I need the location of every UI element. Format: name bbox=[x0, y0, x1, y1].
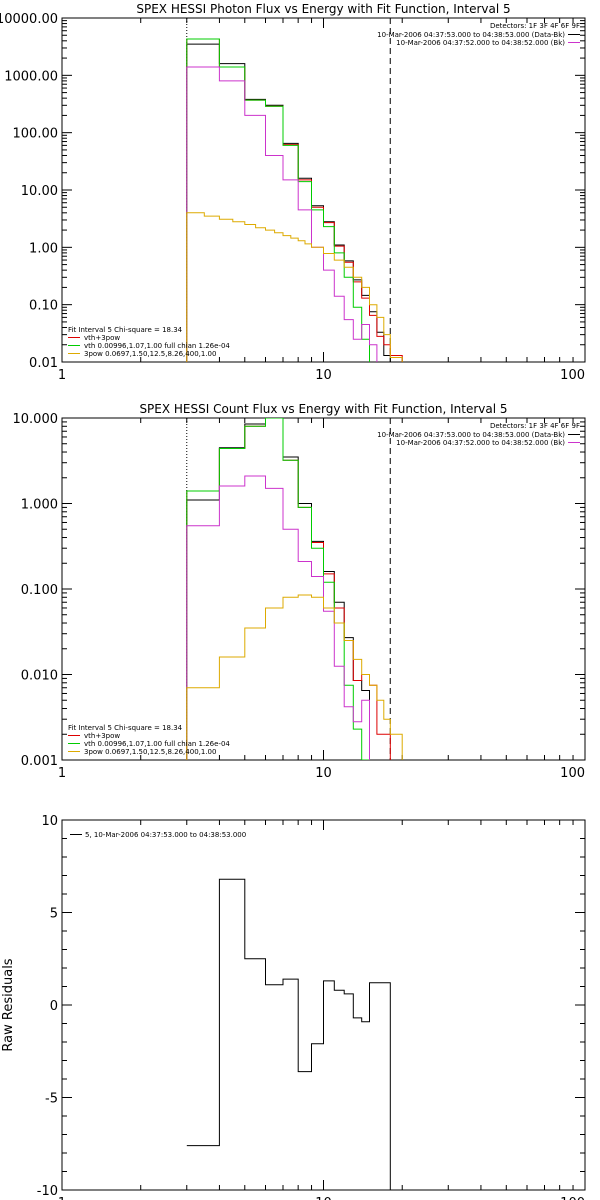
top-legend-entry: 10-Mar-2006 04:37:52.000 to 04:38:52.000… bbox=[396, 439, 565, 447]
y-tick-label: 10 bbox=[41, 814, 58, 829]
top-legend-entry: 10-Mar-2006 04:37:53.000 to 04:38:53.000… bbox=[377, 431, 565, 439]
y-tick-label: -10 bbox=[37, 1184, 58, 1199]
y-tick-label: 0.10 bbox=[29, 299, 58, 314]
series-1-histogram bbox=[186, 418, 391, 760]
y-tick-label: 10.000 bbox=[13, 412, 59, 427]
top-legend-entry: 10-Mar-2006 04:37:53.000 to 04:38:53.000… bbox=[377, 31, 565, 39]
series-0-histogram bbox=[186, 418, 370, 760]
fit-legend-entry: vth 0.00996,1.07,1.00 full chian 1.26e-0… bbox=[84, 342, 230, 350]
x-tick-label: 100 bbox=[560, 1196, 585, 1200]
x-tick-label: 1 bbox=[58, 1196, 66, 1200]
plot-series-group bbox=[186, 418, 403, 760]
x-tick-label: 1 bbox=[58, 766, 66, 781]
y-tick-label: 100.00 bbox=[13, 127, 59, 142]
y-tick-label: 5 bbox=[50, 907, 58, 922]
plot-series-group bbox=[186, 18, 403, 362]
y-tick-label: 1000.00 bbox=[4, 69, 58, 84]
series-0-histogram bbox=[186, 43, 391, 362]
series-2-histogram bbox=[186, 38, 370, 362]
series-4-histogram bbox=[186, 594, 403, 760]
y-tick-label: -5 bbox=[45, 1092, 58, 1107]
fit-legend-entry: vth 0.00996,1.07,1.00 full chian 1.26e-0… bbox=[84, 740, 230, 748]
legend-entry: 5, 10-Mar-2006 04:37:53.000 to 04:38:53.… bbox=[85, 831, 246, 839]
y-tick-label: 0.100 bbox=[21, 583, 58, 598]
x-tick-label: 100 bbox=[560, 368, 585, 383]
chart-title: SPEX HESSI Count Flux vs Energy with Fit… bbox=[139, 402, 507, 416]
y-tick-label: 0.010 bbox=[21, 669, 58, 684]
y-tick-label: 1.00 bbox=[29, 241, 58, 256]
y-tick-label: 10000.00 bbox=[0, 12, 58, 27]
series-0-histogram bbox=[186, 878, 391, 1190]
x-tick-label: 10 bbox=[315, 766, 332, 781]
fit-legend-entry: 3pow 0.0697,1.50,12.5,8.26,400,1.00 bbox=[84, 748, 216, 756]
x-tick-label: 10 bbox=[315, 368, 332, 383]
y-tick-label: 0.01 bbox=[29, 356, 58, 371]
plot-frame bbox=[61, 17, 586, 363]
detectors-label: Detectors: 1F 3F 4F 6F 9F bbox=[490, 22, 580, 30]
detectors-label: Detectors: 1F 3F 4F 6F 9F bbox=[490, 422, 580, 430]
x-tick-label: 100 bbox=[560, 766, 585, 781]
series-3-histogram bbox=[186, 66, 378, 362]
photon-flux-chart: SPEX HESSI Photon Flux vs Energy with Fi… bbox=[0, 2, 586, 383]
chart-title: SPEX HESSI Photon Flux vs Energy with Fi… bbox=[136, 2, 510, 16]
y-tick-label: 1.000 bbox=[21, 498, 58, 513]
y-tick-label: 0 bbox=[50, 999, 58, 1014]
x-tick-label: 10 bbox=[315, 1196, 332, 1200]
y-axis-label: Raw Residuals bbox=[1, 958, 16, 1051]
series-4-histogram bbox=[186, 212, 403, 362]
fit-legend-header: Fit Interval 5 Chi-square = 18.34 bbox=[68, 326, 183, 334]
series-2-histogram bbox=[186, 418, 370, 760]
fit-legend-entry: vth+3pow bbox=[84, 732, 120, 740]
fit-legend-entry: vth+3pow bbox=[84, 334, 120, 342]
top-legend-entry: 10-Mar-2006 04:37:52.000 to 04:38:52.000… bbox=[396, 39, 565, 47]
series-3-histogram bbox=[186, 475, 370, 760]
x-tick-label: 1 bbox=[58, 368, 66, 383]
y-tick-label: 0.001 bbox=[21, 754, 58, 769]
plot-series-group bbox=[186, 878, 391, 1190]
y-tick-label: 10.00 bbox=[21, 184, 58, 199]
fit-legend-entry: 3pow 0.0697,1.50,12.5,8.26,400,1.00 bbox=[84, 350, 216, 358]
fit-legend-header: Fit Interval 5 Chi-square = 18.34 bbox=[68, 724, 183, 732]
residuals-chart: 1 10 100 -10 -5 0 5 10 Raw Residuals 5, 10-Mar-20… bbox=[1, 814, 586, 1200]
count-flux-chart: SPEX HESSI Count Flux vs Energy with Fit… bbox=[13, 402, 586, 781]
